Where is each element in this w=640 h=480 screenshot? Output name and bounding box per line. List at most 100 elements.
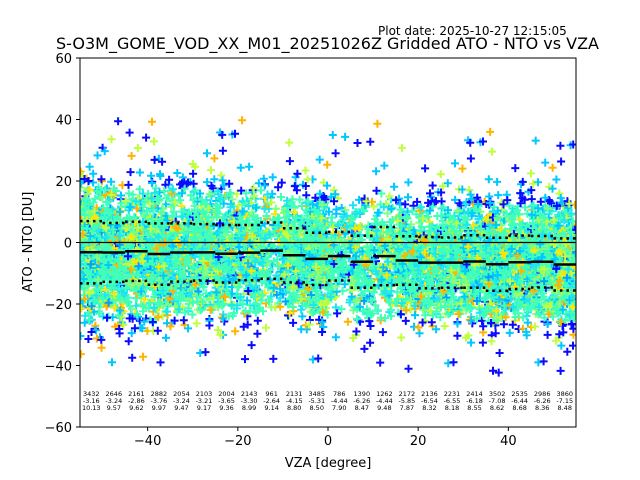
scatter-point: [100, 255, 109, 264]
scatter-point: [148, 318, 157, 326]
scatter-point: [349, 201, 357, 210]
scatter-point: [398, 143, 406, 152]
scatter-point: [104, 261, 113, 269]
scatter-point: [116, 306, 125, 315]
scatter-point: [86, 270, 95, 279]
scatter-point: [122, 243, 131, 251]
scatter-point: [253, 329, 262, 338]
scatter-point: [337, 305, 346, 314]
plot-date-label: Plot date: 2025-10-27 12:15:05: [378, 24, 567, 38]
scatter-point: [332, 205, 341, 214]
scatter-point: [268, 173, 277, 182]
scatter-point: [203, 149, 211, 158]
scatter-point: [99, 312, 108, 321]
scatter-point: [331, 149, 340, 158]
scatter-point: [150, 137, 158, 146]
scatter-point: [428, 181, 437, 190]
scatter-point: [80, 253, 87, 262]
scatter-point: [125, 302, 134, 311]
scatter-point: [104, 298, 113, 307]
scatter-point: [102, 198, 111, 207]
scatter-point: [103, 300, 112, 308]
scatter-point: [231, 327, 240, 336]
scatter-point: [140, 295, 149, 304]
scatter-point: [90, 222, 99, 231]
scatter-point: [145, 298, 154, 307]
scatter-point: [436, 170, 445, 179]
scatter-point: [90, 296, 99, 305]
scatter-point: [84, 200, 93, 209]
scatter-point: [97, 335, 106, 344]
scatter-point: [201, 348, 210, 357]
scatter-point: [103, 275, 112, 284]
scatter-point: [207, 166, 215, 175]
scatter-point: [116, 207, 124, 216]
scatter-point: [354, 316, 363, 325]
scatter-point: [124, 180, 133, 189]
scatter-point: [114, 311, 123, 320]
scatter-point: [126, 233, 135, 242]
scatter-point: [301, 166, 310, 175]
scatter-point: [217, 171, 226, 180]
scatter-point: [102, 223, 110, 232]
scatter-point: [138, 256, 147, 265]
scatter-point: [109, 184, 118, 193]
scatter-point: [134, 262, 143, 271]
scatter-point: [109, 234, 117, 243]
scatter-point: [80, 294, 89, 303]
scatter-point: [83, 190, 92, 199]
scatter-point: [114, 257, 123, 266]
scatter-point: [369, 202, 378, 211]
scatter-point: [366, 137, 375, 146]
scatter-point: [100, 147, 109, 156]
scatter-point: [84, 335, 93, 343]
scatter-point: [421, 164, 430, 173]
scatter-point: [85, 162, 94, 171]
scatter-point: [360, 344, 369, 353]
scatter-point: [80, 179, 85, 188]
scatter-point: [121, 196, 130, 205]
scatter-point: [205, 321, 214, 330]
scatter-point: [135, 168, 144, 177]
scatter-point: [97, 343, 106, 352]
scatter-point: [117, 191, 125, 200]
scatter-point: [449, 358, 458, 367]
scatter-point: [109, 289, 118, 298]
scatter-point: [107, 177, 116, 186]
scatter-point: [380, 161, 389, 170]
scatter-point: [115, 269, 124, 277]
scatter-point: [173, 169, 182, 177]
scatter-point: [107, 135, 116, 144]
scatter-point: [140, 317, 149, 326]
scatter-points: [80, 116, 576, 377]
scatter-point: [114, 117, 123, 126]
scatter-point: [333, 309, 342, 318]
scatter-point: [93, 253, 102, 262]
scatter-point: [133, 271, 142, 280]
scatter-point: [139, 352, 147, 361]
scatter-point: [162, 333, 170, 342]
scatter-point: [236, 163, 245, 172]
scatter-point: [133, 144, 142, 152]
scatter-point: [153, 326, 162, 335]
scatter-point: [121, 283, 130, 292]
scatter-point: [129, 228, 138, 237]
scatter-point: [99, 267, 108, 276]
scatter-point: [86, 232, 95, 241]
scatter-point: [298, 312, 307, 321]
scatter-point: [128, 353, 137, 362]
scatter-point: [113, 213, 122, 222]
scatter-point: [440, 322, 449, 330]
scatter-point: [80, 350, 85, 359]
scatter-point: [133, 284, 141, 293]
scatter-point: [87, 302, 96, 311]
scatter-point: [192, 319, 201, 328]
scatter-point: [107, 191, 116, 199]
scatter-point: [86, 260, 95, 269]
scatter-point: [85, 186, 94, 194]
scatter-point: [107, 283, 116, 292]
scatter-point: [99, 295, 107, 304]
scatter-point: [124, 252, 132, 261]
scatter-point: [133, 223, 142, 232]
scatter-point: [97, 289, 105, 298]
